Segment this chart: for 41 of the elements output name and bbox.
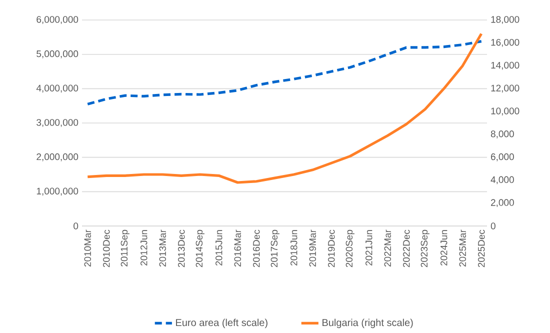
- y2-tick-label: 10,000: [491, 108, 520, 116]
- x-tick-label: 2015Jun: [216, 230, 222, 266]
- y-tick-label: 4,000,000: [36, 84, 78, 93]
- x-tick-label: 2013Mar: [159, 230, 166, 267]
- y2-tick-label: 14,000: [491, 62, 520, 70]
- x-tick-label: 2020Sep: [346, 230, 354, 268]
- x-tick-label: 2022Mar: [384, 230, 391, 267]
- x-tick-label: 2023Sep: [420, 230, 430, 268]
- x-tick-label: 2022Dec: [403, 230, 410, 268]
- x-tick-label: 2019Dec: [328, 230, 335, 268]
- legend-label: Euro area (left scale): [176, 318, 268, 328]
- y-tick-label: 5,000,000: [36, 50, 78, 58]
- x-tick-label: 2018Jun: [290, 230, 298, 266]
- x-tick-label: 2019Mar: [309, 230, 316, 267]
- y2-tick-label: 4,000: [490, 176, 514, 184]
- x-tick-label: 2016Dec: [253, 230, 260, 268]
- y2-tick-label: 18,000: [491, 16, 520, 24]
- legend-label: Bulgaria (right scale): [322, 318, 413, 328]
- y2-tick-label: 16,000: [491, 38, 520, 47]
- x-tick-label: 2021Jun: [366, 230, 372, 266]
- x-tick-label: 2017Sep: [270, 230, 280, 268]
- y-tick-label: 6,000,000: [36, 16, 78, 24]
- y-tick-label: 1,000,000: [36, 188, 78, 196]
- x-tick-label: 2011Sep: [120, 230, 130, 266]
- y2-tick-label: 12,000: [491, 84, 520, 93]
- x-tick-label: 2012Jun: [140, 230, 148, 266]
- y2-tick-label: 6,000: [491, 153, 514, 162]
- y2-tick-label: 2,000: [491, 199, 514, 208]
- x-tick-label: 2013Dec: [178, 230, 185, 268]
- x-tick-label: 2014Sep: [196, 230, 204, 268]
- x-tick-label: 2025Mar: [459, 230, 466, 267]
- y2-tick-label: 8,000: [490, 130, 514, 138]
- x-tick-label: 2010Mar: [84, 230, 91, 267]
- x-tick-label: 2016Mar: [234, 230, 241, 267]
- y2-tick-label: 0: [490, 222, 496, 230]
- y-tick-label: 3,000,000: [36, 119, 78, 127]
- y-tick-label: 2,000,000: [36, 153, 78, 162]
- y-tick-label: 0: [74, 222, 78, 230]
- x-tick-label: 2024Jun: [440, 230, 448, 266]
- x-tick-label: 2025Dec: [478, 230, 485, 268]
- x-tick-label: 2010Dec: [103, 230, 110, 268]
